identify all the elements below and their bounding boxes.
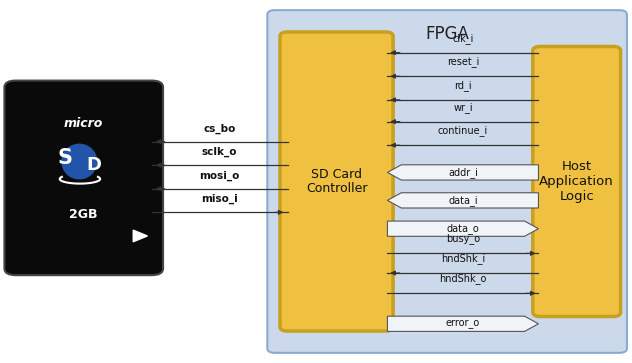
FancyBboxPatch shape [533,46,621,317]
Text: busy_o: busy_o [446,233,480,244]
Text: error_o: error_o [446,319,480,329]
Text: miso_i: miso_i [201,194,238,204]
Text: rd_i: rd_i [454,80,471,91]
Text: FPGA: FPGA [425,25,469,44]
Text: hndShk_o: hndShk_o [439,273,487,284]
Text: Host
Application
Logic: Host Application Logic [539,160,614,203]
Text: data_i: data_i [448,195,478,206]
FancyArrow shape [387,165,538,180]
FancyBboxPatch shape [267,10,627,353]
Text: cs_bo: cs_bo [204,123,236,134]
Text: S: S [58,148,72,168]
FancyBboxPatch shape [280,32,393,331]
Text: hndShk_i: hndShk_i [441,253,485,264]
Ellipse shape [62,144,97,179]
Text: micro: micro [64,117,104,130]
Text: wr_i: wr_i [453,102,473,113]
Text: 2GB: 2GB [70,208,98,221]
Text: sclk_o: sclk_o [202,147,238,157]
Text: D: D [87,156,101,174]
Polygon shape [133,230,147,242]
Text: mosi_o: mosi_o [200,171,240,181]
Text: data_o: data_o [447,223,479,234]
Text: reset_i: reset_i [447,56,479,67]
FancyArrow shape [387,316,538,331]
Text: SD Card
Controller: SD Card Controller [306,167,367,196]
FancyArrow shape [387,193,538,208]
FancyBboxPatch shape [4,81,163,275]
Text: addr_i: addr_i [448,167,478,178]
Text: clk_i: clk_i [453,33,473,44]
Text: continue_i: continue_i [438,125,488,136]
FancyArrow shape [387,221,538,236]
